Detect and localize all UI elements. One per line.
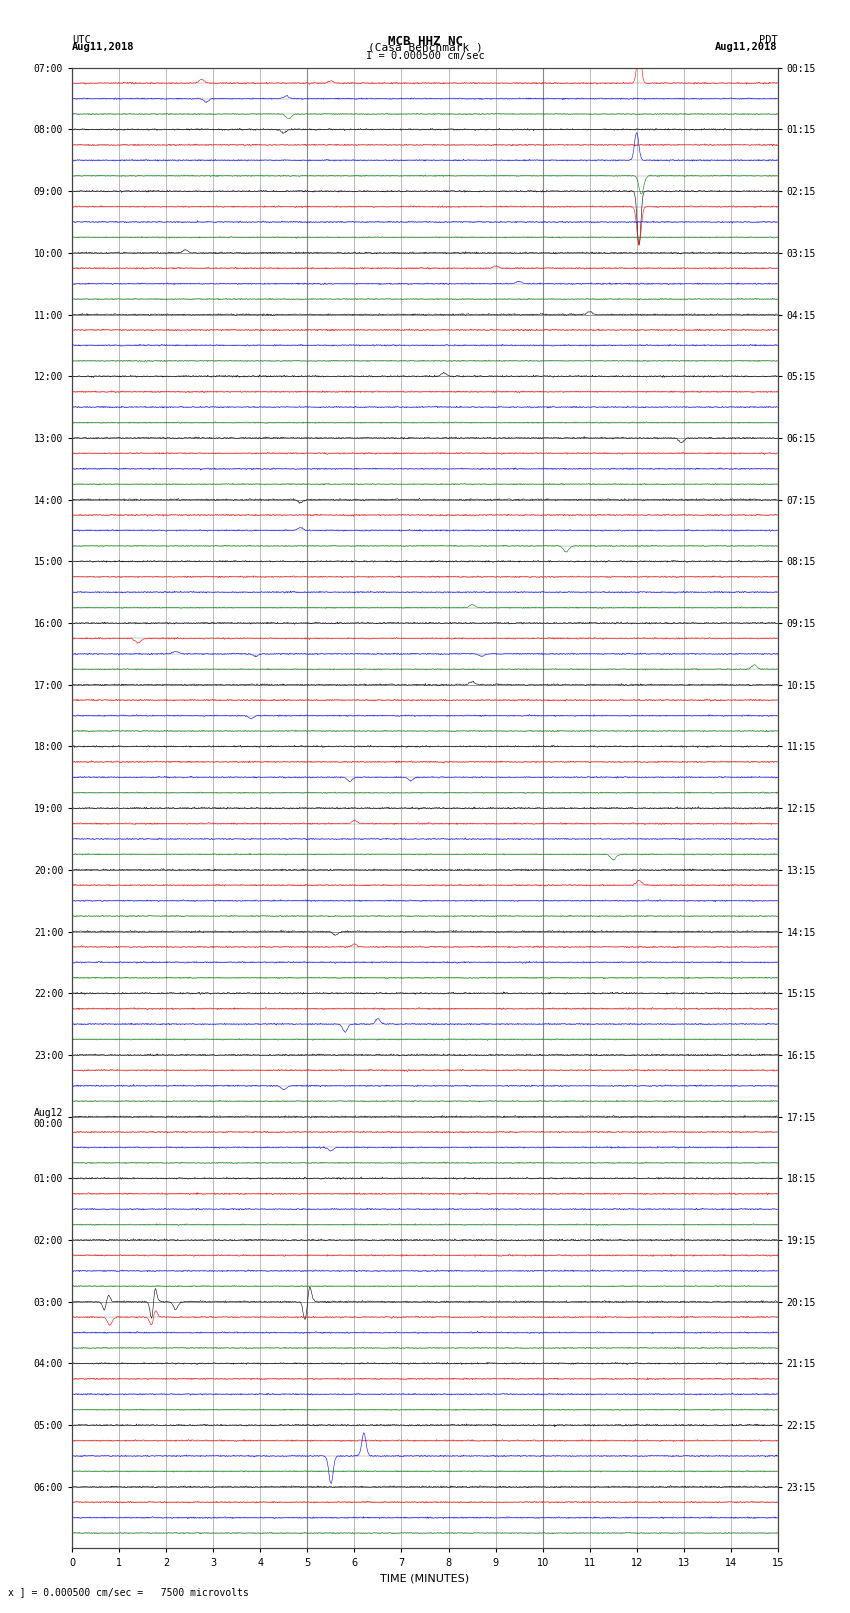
Text: MCB HHZ NC: MCB HHZ NC [388, 35, 462, 48]
Text: Aug11,2018: Aug11,2018 [715, 42, 778, 52]
Text: (Casa Benchmark ): (Casa Benchmark ) [367, 44, 483, 53]
Text: UTC: UTC [72, 35, 91, 45]
X-axis label: TIME (MINUTES): TIME (MINUTES) [381, 1573, 469, 1582]
Text: Aug11,2018: Aug11,2018 [72, 42, 135, 52]
Text: PDT: PDT [759, 35, 778, 45]
Text: I = 0.000500 cm/sec: I = 0.000500 cm/sec [366, 50, 484, 61]
Text: x ] = 0.000500 cm/sec =   7500 microvolts: x ] = 0.000500 cm/sec = 7500 microvolts [8, 1587, 249, 1597]
